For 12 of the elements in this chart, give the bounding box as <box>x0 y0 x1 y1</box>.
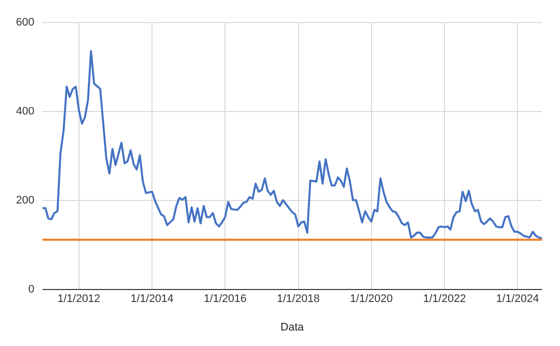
y-tick-label: 600 <box>16 16 34 29</box>
x-tick-label: 1/1/2016 <box>204 293 247 306</box>
x-tick-label: 1/1/2020 <box>350 293 393 306</box>
y-tick-label: 0 <box>28 284 34 296</box>
x-tick-label: 1/1/2024 <box>496 293 539 306</box>
x-axis-title: Data <box>280 321 305 334</box>
y-tick-label: 400 <box>16 106 34 118</box>
x-tick-label: 1/1/2014 <box>130 293 174 306</box>
x-tick-label: 1/1/2022 <box>423 293 466 306</box>
x-tick-label: 1/1/2018 <box>276 293 320 306</box>
y-tick-label: 200 <box>16 194 34 207</box>
x-tick-label: 1/1/2012 <box>57 293 100 306</box>
